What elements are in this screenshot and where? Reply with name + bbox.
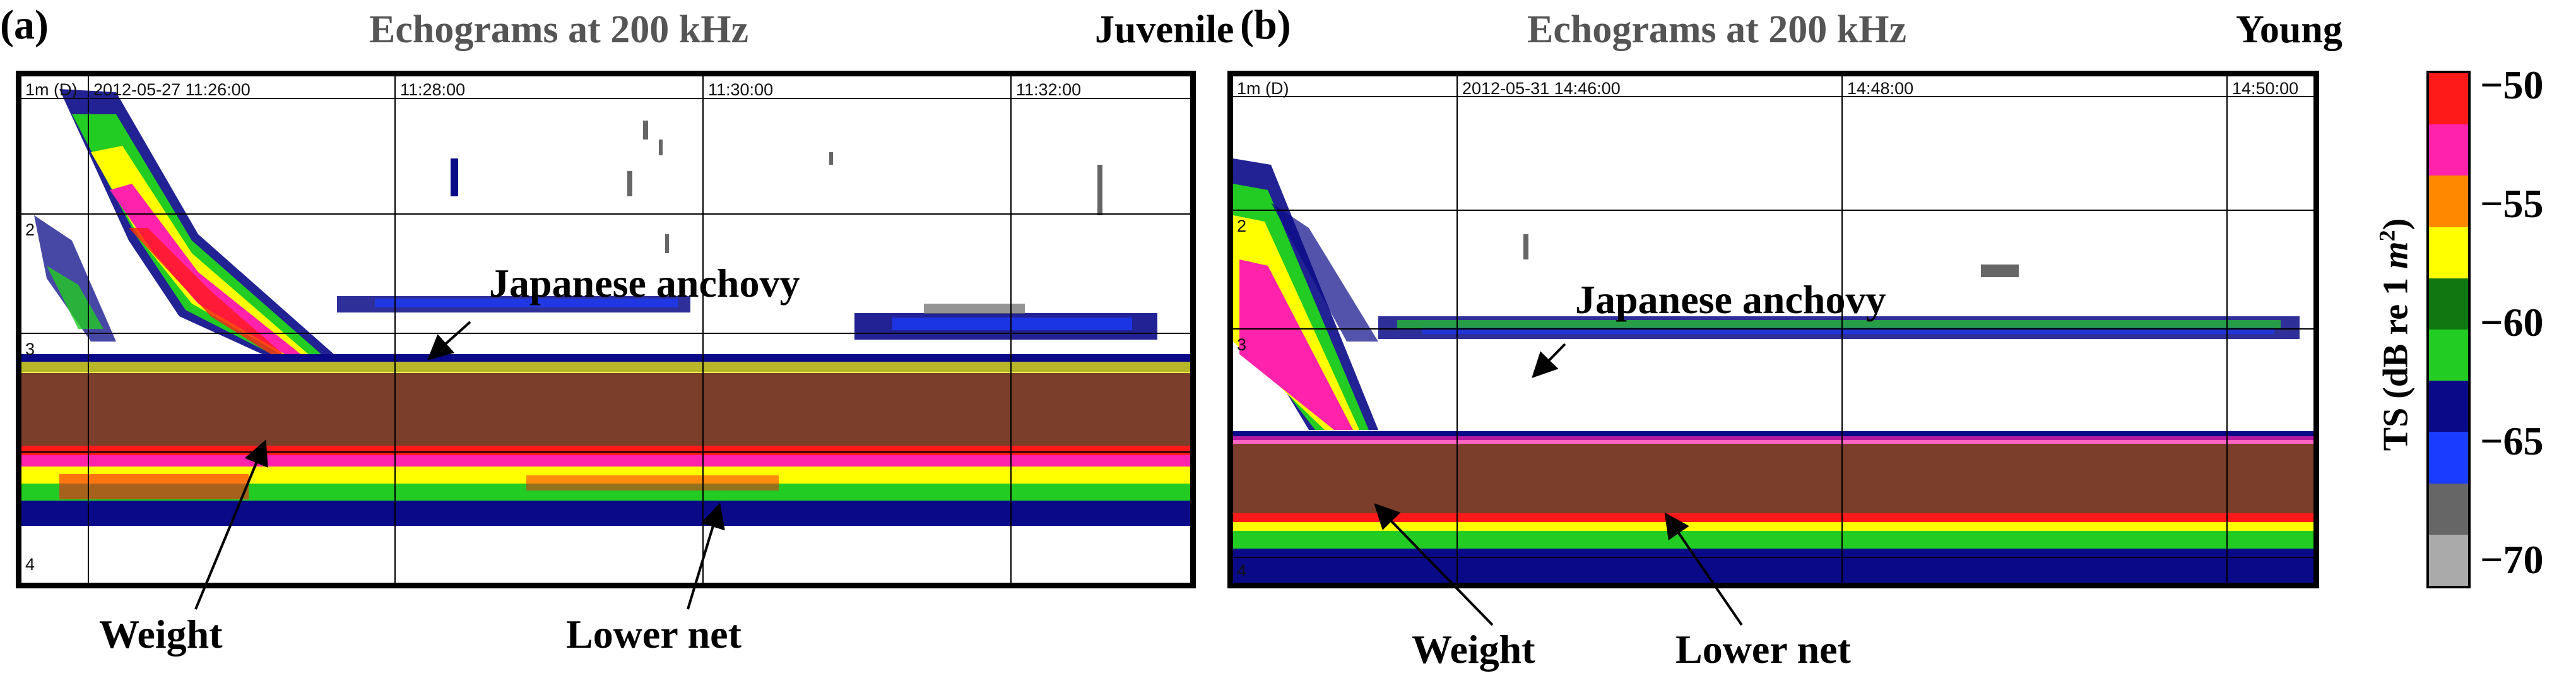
colorbar-swatch xyxy=(2429,534,2468,586)
colorbar-swatch xyxy=(2429,432,2468,484)
scatter-marks-a xyxy=(451,121,1102,253)
depth-tick-a: 2 xyxy=(25,220,35,239)
depth-label-b: 1m (D) xyxy=(1237,79,1289,98)
time-tick-b: 14:50:00 xyxy=(2232,79,2299,98)
echogram-a-canvas xyxy=(21,76,1190,583)
time-tick-a: 11:28:00 xyxy=(400,80,466,99)
start-time-b: 2012-05-31 14:46:00 xyxy=(1462,79,1621,98)
anchovy-echo-b xyxy=(1378,316,2300,339)
panel-b-stage: Young xyxy=(2236,8,2343,51)
colorbar-swatch xyxy=(2429,483,2468,535)
anchovy-echo-a xyxy=(337,296,1157,340)
depth-tick-b: 3 xyxy=(1237,335,1247,354)
lower-net-echo-a xyxy=(21,354,1190,583)
anchovy-annotation-a: Japanese anchovy xyxy=(489,261,800,306)
depth-label-a: 1m (D) xyxy=(25,80,78,99)
colorbar-swatch xyxy=(2429,175,2468,227)
colorbar-swatch xyxy=(2429,73,2468,125)
time-tick-b: 14:48:00 xyxy=(1847,79,1914,98)
colorbar-swatch xyxy=(2429,329,2468,381)
colorbar-tick: −65 xyxy=(2480,419,2544,463)
colorbar-tick: −50 xyxy=(2480,62,2544,107)
lower-net-echo-b xyxy=(1233,431,2313,583)
colorbar xyxy=(2426,71,2471,588)
echogram-panel-b: 1m (D) 2012-05-31 14:46:00 14:48:00 14:5… xyxy=(1227,71,2319,588)
time-tick-a: 11:30:00 xyxy=(708,80,774,99)
weight-annotation-b: Weight xyxy=(1412,627,1535,672)
echogram-b-canvas xyxy=(1233,76,2313,583)
weight-echo-a xyxy=(34,89,350,368)
depth-tick-b: 2 xyxy=(1237,217,1247,235)
depth-tick-a: 3 xyxy=(25,340,35,359)
colorbar-title-prefix: TS (dB re 1 xyxy=(2376,268,2416,451)
weight-annotation-a: Weight xyxy=(99,612,223,657)
panel-a-stage: Juvenile xyxy=(1095,8,1234,51)
colorbar-title-suffix: ) xyxy=(2376,218,2416,230)
scatter-marks-b xyxy=(1523,234,2019,277)
start-time-a: 2012-05-27 11:26:00 xyxy=(93,80,251,99)
panel-b-title: Echograms at 200 kHz xyxy=(1527,8,1907,51)
colorbar-title: TS (dB re 1 m2) xyxy=(2357,218,2433,451)
colorbar-swatch xyxy=(2429,124,2468,176)
colorbar-tick: −60 xyxy=(2480,300,2544,345)
colorbar-tick: −55 xyxy=(2480,181,2544,226)
colorbar-swatch xyxy=(2429,227,2468,278)
panel-a-title: Echograms at 200 kHz xyxy=(369,8,749,51)
depth-tick-a: 4 xyxy=(25,555,35,574)
colorbar-swatch xyxy=(2429,278,2468,330)
colorbar-title-sup: 2 xyxy=(2374,230,2400,242)
time-tick-a: 11:32:00 xyxy=(1016,80,1082,99)
net-annotation-a: Lower net xyxy=(566,612,741,657)
depth-tick-b: 4 xyxy=(1237,561,1247,580)
echogram-panel-a: 1m (D) 2012-05-27 11:26:00 11:28:00 11:3… xyxy=(16,71,1196,588)
colorbar-tick: −70 xyxy=(2480,537,2544,582)
net-annotation-b: Lower net xyxy=(1675,627,1851,672)
anchovy-annotation-b: Japanese anchovy xyxy=(1575,277,1886,322)
colorbar-title-unit: m xyxy=(2376,241,2416,269)
colorbar-swatch xyxy=(2429,381,2468,432)
panel-a-label: (a) xyxy=(0,2,49,48)
weight-echo-b xyxy=(1233,158,1378,430)
panel-b-label: (b) xyxy=(1240,2,1291,48)
